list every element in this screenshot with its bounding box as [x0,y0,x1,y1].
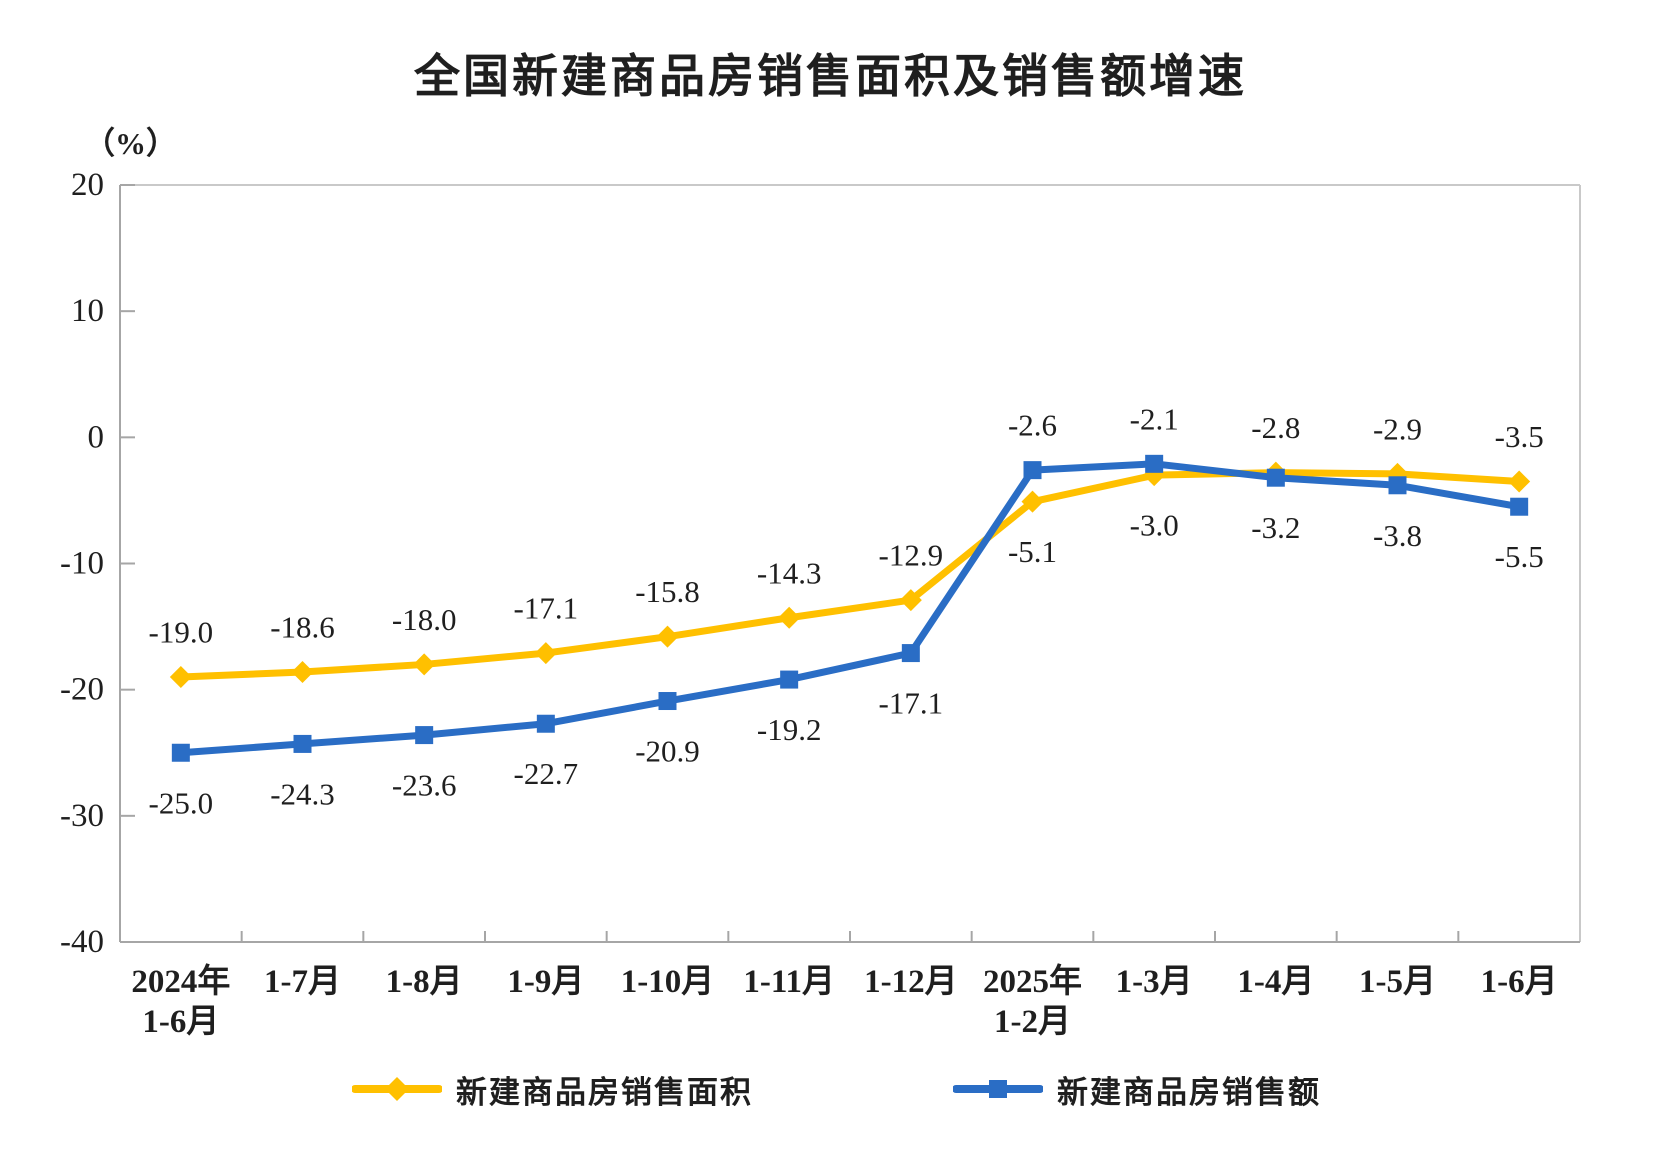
data-point-marker [1510,497,1529,516]
x-axis-label: 1-9月 [507,964,584,1000]
data-point-marker [778,606,801,629]
data-label: -5.5 [1495,539,1544,574]
x-axis-label: 2024年 [131,963,230,1000]
y-axis-tick-label: 10 [71,293,104,329]
data-point-marker [901,644,920,663]
data-point-marker [1266,468,1285,487]
data-label: -3.0 [1130,508,1179,543]
data-label: -3.2 [1251,510,1300,545]
x-axis-label: 1-6月 [1481,964,1558,1000]
sales-area-legend-marker-icon [352,1077,442,1101]
data-label: -18.6 [270,610,335,645]
data-label: -23.6 [392,768,457,803]
data-label: -15.8 [635,574,700,609]
legend-diamond-icon [385,1077,409,1101]
data-point-marker [1023,461,1042,480]
y-axis-tick-label: 20 [71,167,104,203]
data-point-marker [656,625,679,648]
data-label: -2.6 [1008,408,1057,443]
data-label: -25.0 [149,785,214,820]
chart-legend: 新建商品房销售面积 新建商品房销售额 [0,1072,1661,1112]
legend-square-icon [989,1080,1007,1098]
data-point-marker [413,653,436,676]
data-label: -20.9 [635,734,700,769]
y-axis-tick-label: -30 [60,798,104,834]
data-point-marker [1388,476,1407,495]
x-axis-label: 1-8月 [386,964,463,1000]
data-label: -2.9 [1373,411,1422,446]
x-axis-label: 1-2月 [994,1004,1071,1040]
x-axis-label: 1-6月 [142,1004,219,1040]
x-axis-label: 1-3月 [1116,964,1193,1000]
sales-amount-legend-marker-icon [953,1080,1043,1098]
data-label: -24.3 [270,776,335,811]
y-axis-tick-label: -10 [60,546,104,582]
data-point-marker [780,670,799,689]
x-axis-label: 1-12月 [864,964,958,1000]
x-axis-label: 1-7月 [264,964,341,1000]
y-axis-tick-label: -40 [60,924,104,960]
data-point-marker [536,714,555,733]
data-label: -22.7 [514,756,579,791]
data-point-marker [291,661,314,684]
x-axis-label: 1-5月 [1359,964,1436,1000]
x-axis-label: 1-11月 [743,964,835,1000]
legend-item-sales-amount: 新建商品房销售额 [953,1072,1321,1110]
data-label: -17.1 [879,686,944,721]
data-label: -3.8 [1373,518,1422,553]
x-axis-label: 1-4月 [1237,964,1314,1000]
data-label: -19.0 [149,615,214,650]
data-point-marker [171,743,190,762]
x-axis-label: 2025年 [983,963,1082,1000]
data-label: -2.8 [1251,410,1300,445]
x-axis-label: 1-10月 [621,964,715,1000]
data-label: -18.0 [392,602,457,637]
data-label: -2.1 [1130,401,1179,436]
data-point-marker [415,726,434,745]
series-line-0 [177,469,1523,681]
legend-label-sales-area: 新建商品房销售面积 [456,1074,753,1110]
data-label: -17.1 [514,591,579,626]
y-axis-tick-label: -20 [60,672,104,708]
data-point-marker [1145,454,1164,473]
data-point-marker [534,642,557,665]
data-point-marker [1021,490,1044,513]
data-point-marker [293,734,312,753]
data-point-marker [658,692,677,711]
y-axis-tick-label: 0 [88,419,105,455]
y-axis-unit-label: （%） [84,126,177,161]
series-line-1 [177,460,1523,757]
data-point-marker [169,666,192,689]
data-label: -12.9 [879,538,944,573]
data-point-marker [899,589,922,612]
data-label: -3.5 [1495,419,1544,454]
legend-label-sales-amount: 新建商品房销售额 [1057,1074,1321,1110]
data-label: -19.2 [757,712,822,747]
legend-item-sales-area: 新建商品房销售面积 [352,1072,753,1110]
chart-title: 全国新建商品房销售面积及销售额增速 [414,51,1247,102]
data-label: -5.1 [1008,534,1057,569]
data-point-marker [1508,470,1531,493]
data-label: -14.3 [757,555,822,590]
